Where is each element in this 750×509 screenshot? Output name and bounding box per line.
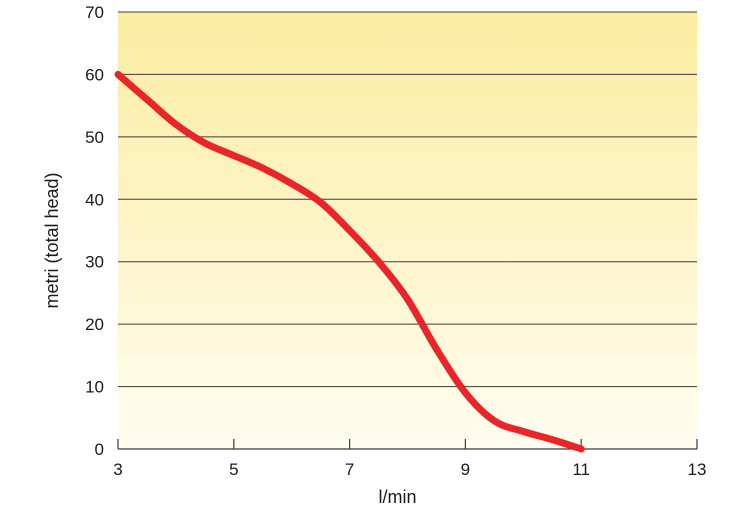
y-tick-label: 0	[95, 440, 104, 459]
y-tick-label: 30	[85, 253, 104, 272]
grid	[118, 11, 697, 388]
y-tick-label: 40	[85, 190, 104, 209]
y-tick-label: 70	[85, 3, 104, 22]
x-tick-label: 5	[229, 460, 238, 479]
y-tick-label: 20	[85, 315, 104, 334]
x-tick-label: 9	[461, 460, 470, 479]
y-tick-label: 50	[85, 128, 104, 147]
x-axis-ticks: 3 5 7 9 11 13	[113, 439, 706, 479]
y-tick-label: 60	[85, 65, 104, 84]
x-tick-label: 3	[113, 460, 122, 479]
plot-background	[118, 12, 697, 449]
x-tick-label: 11	[572, 460, 590, 479]
y-tick-label: 10	[85, 378, 104, 397]
y-axis-ticks: 0 10 20 30 40 50 60 70	[85, 3, 104, 459]
series-group	[114, 70, 585, 453]
series-line	[114, 70, 585, 453]
x-tick-label: 7	[345, 460, 354, 479]
y-axis-title: metri (total head)	[42, 172, 62, 308]
x-tick-label: 13	[688, 460, 707, 479]
x-axis-title: l/min	[378, 487, 416, 507]
